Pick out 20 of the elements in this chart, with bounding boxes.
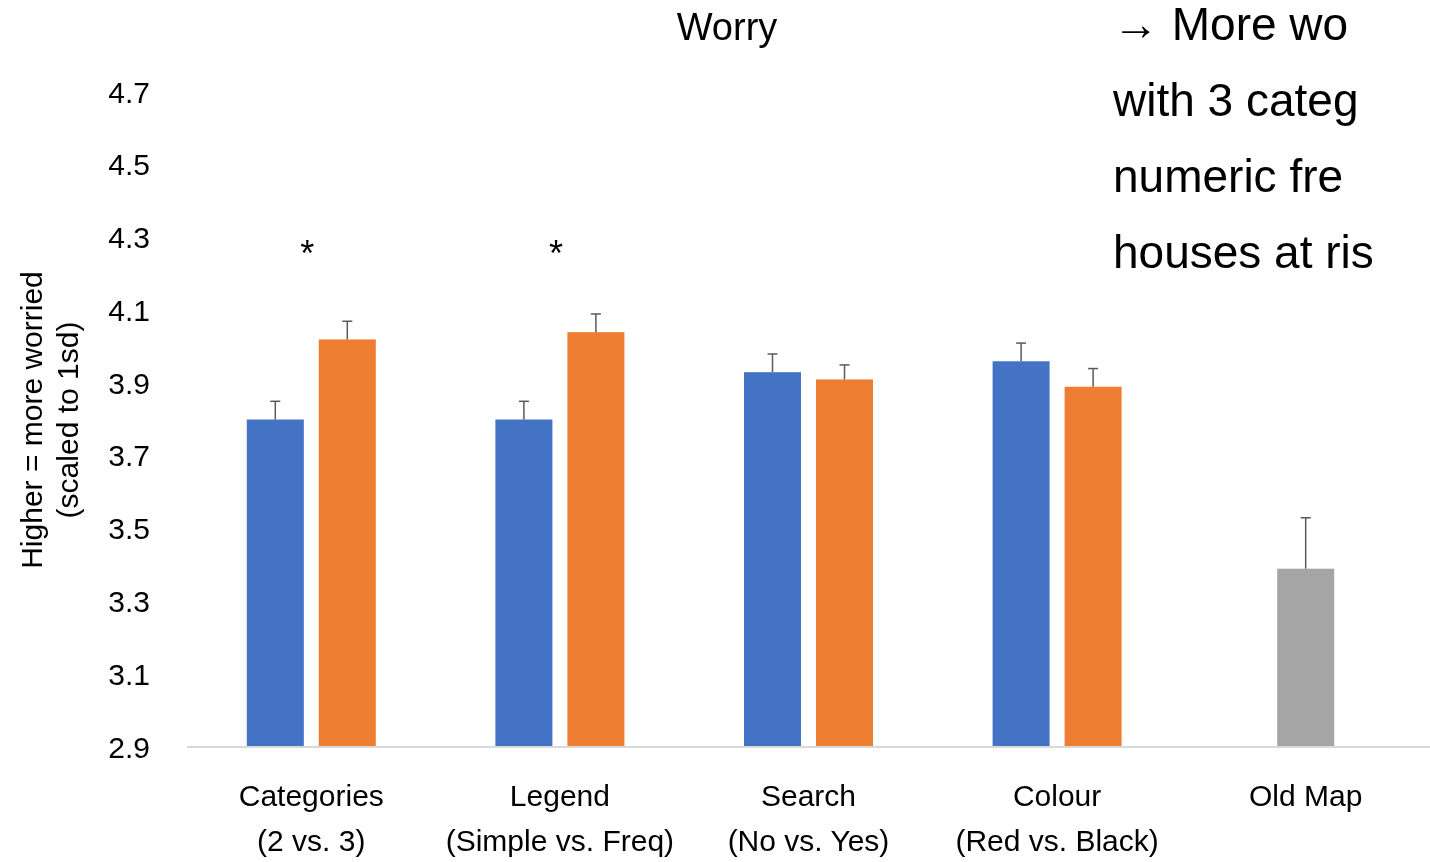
y-tick-label: 4.5 — [108, 148, 150, 182]
y-tick-label: 3.3 — [108, 584, 150, 618]
annotation: * — [548, 233, 563, 275]
y-tick-label: 4.7 — [108, 75, 150, 109]
x-tick-label: Legend (Simple vs. Freq) — [445, 779, 675, 857]
chart-title: Worry — [676, 6, 778, 48]
y-tick-label: 2.9 — [108, 730, 150, 764]
y-tick-label: 3.1 — [108, 657, 150, 691]
x-tick-label: Search (No vs. Yes) — [727, 779, 890, 857]
x-tick-label: Categories (2 vs. 3) — [238, 779, 384, 857]
y-tick-label: 4.1 — [108, 293, 150, 327]
x-tick-label: Colour (Red vs. Black) — [955, 779, 1159, 857]
annotation: * — [300, 233, 315, 275]
x-tick-label: Old Map — [1249, 779, 1363, 812]
y-tick-label: 3.9 — [108, 366, 150, 400]
y-tick-label: 4.3 — [108, 221, 150, 255]
annotation: → More wo with 3 categ numeric fre houses at ris — [1112, 0, 1374, 278]
y-axis-title: Higher = more worried (scaled to 1sd) — [15, 271, 84, 569]
y-tick-label: 3.5 — [108, 512, 150, 546]
y-tick-label: 3.7 — [108, 439, 150, 473]
